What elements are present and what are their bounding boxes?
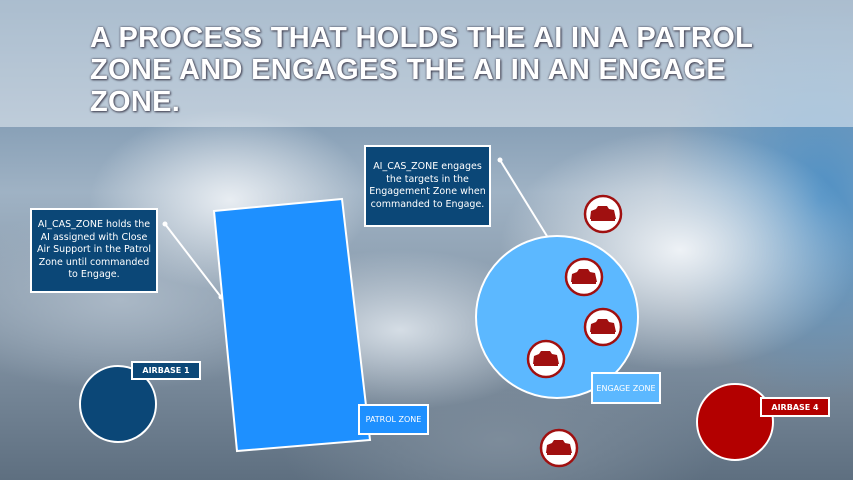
engage-callout: AI_CAS_ZONE engages the targets in the E… — [364, 145, 491, 227]
airbase-1 — [79, 365, 157, 443]
slide-title: A PROCESS THAT HOLDS THE AI IN A PATROL … — [90, 22, 753, 118]
patrol-connector — [164, 223, 222, 298]
tank-icon — [526, 339, 566, 379]
engage-connector — [499, 159, 551, 242]
airbase-1-label: AIRBASE 1 — [131, 361, 201, 380]
engage-zone-label: ENGAGE ZONE — [591, 372, 661, 404]
airbase-4 — [696, 383, 774, 461]
tank-icon — [583, 194, 623, 234]
tank-icon — [583, 307, 623, 347]
tank-icon — [539, 428, 579, 468]
tank-icon — [564, 257, 604, 297]
airbase-4-label: AIRBASE 4 — [760, 397, 830, 417]
patrol-zone — [212, 197, 372, 453]
patrol-callout: AI_CAS_ZONE holds the AI assigned with C… — [30, 208, 158, 293]
title-band — [0, 0, 853, 127]
patrol-zone-label: PATROL ZONE — [358, 404, 429, 435]
